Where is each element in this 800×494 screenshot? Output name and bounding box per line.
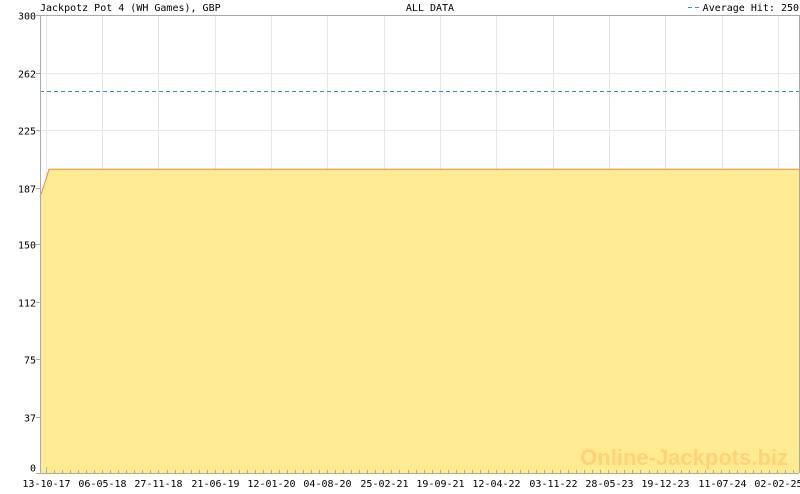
x-tick-label: 19-09-21 xyxy=(416,479,464,490)
y-tick-labels: 0 37 75 112 150 187 225 262 300 xyxy=(18,12,36,475)
x-tick-label: 12-04-22 xyxy=(472,479,520,490)
y-tick-label: 150 xyxy=(18,241,36,252)
y-tick-label: 262 xyxy=(18,70,36,81)
y-tick-label: 0 xyxy=(30,464,36,475)
y-tick-label: 37 xyxy=(24,414,36,425)
y-tick-label: 75 xyxy=(24,356,36,367)
x-tick-label: 11-07-24 xyxy=(698,479,746,490)
x-tick-labels: 13-10-17 06-05-18 27-11-18 21-06-19 12-01-20… xyxy=(22,479,800,490)
x-tick-label: 03-11-22 xyxy=(529,479,577,490)
y-tick-label: 225 xyxy=(18,127,36,138)
x-tick-label: 19-12-23 xyxy=(641,479,689,490)
series-area xyxy=(39,168,799,473)
series-line xyxy=(39,168,799,197)
chart-subtitle: ALL DATA xyxy=(406,3,454,14)
legend-label: Average Hit: 250 xyxy=(703,3,799,14)
y-tick-label: 187 xyxy=(18,185,36,196)
x-tick-label: 04-08-20 xyxy=(303,479,351,490)
x-tick-label: 12-01-20 xyxy=(247,479,295,490)
x-tick-label: 02-02-25 xyxy=(754,479,800,490)
x-tick-label: 13-10-17 xyxy=(22,479,70,490)
y-tick-label: 112 xyxy=(18,299,36,310)
x-tick-label: 06-05-18 xyxy=(78,479,126,490)
x-tick-label: 27-11-18 xyxy=(134,479,182,490)
watermark: Online-Jackpots.biz xyxy=(580,445,788,470)
x-tick-label: 21-06-19 xyxy=(191,479,239,490)
x-tick-label: 25-02-21 xyxy=(360,479,408,490)
area-fill xyxy=(40,169,799,473)
y-tick-label: 300 xyxy=(18,12,36,23)
x-tick-label: 28-05-23 xyxy=(585,479,633,490)
chart-title: Jackpotz Pot 4 (WH Games), GBP xyxy=(40,3,221,14)
